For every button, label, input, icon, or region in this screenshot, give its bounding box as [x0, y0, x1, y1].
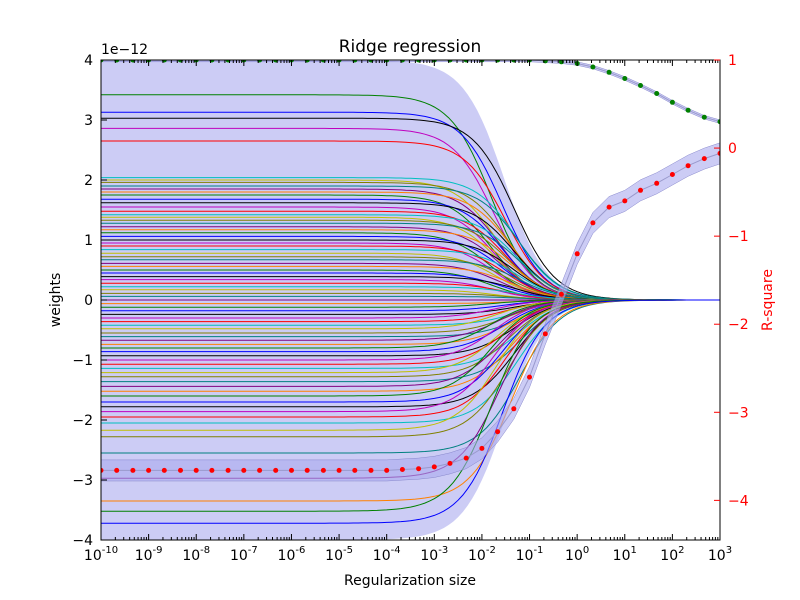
r-square-test-point [225, 467, 231, 473]
r-square-test-point [511, 406, 517, 412]
y-tick-label: 2 [84, 173, 93, 189]
weight-path [101, 299, 720, 524]
r-square-train-line [101, 60, 720, 123]
r-square-test-point [527, 374, 532, 380]
y-tick-label: −2 [72, 413, 93, 429]
r-square-test-point [257, 467, 263, 473]
r-square-train-point [638, 83, 643, 88]
y-tick-label: 0 [84, 293, 93, 309]
x-tick-label: 10-1 [516, 545, 544, 564]
x-tick-label: 10-8 [182, 545, 210, 564]
x-tick-label: 103 [708, 545, 732, 564]
y2-tick-label: 0 [728, 141, 737, 157]
r-square-train-point [685, 107, 691, 113]
r-square-test-point [701, 156, 707, 162]
r-square-train-point [669, 99, 675, 105]
x-tick-label: 10-6 [278, 545, 306, 564]
r-square-test-point [558, 291, 564, 297]
r-square-test-point [463, 455, 469, 461]
r-square-train-point [606, 69, 612, 75]
r-square-test-point [336, 467, 342, 473]
r-square-test-point [542, 331, 548, 337]
r-square-test-point [638, 187, 643, 193]
r-square-test-point [606, 204, 612, 210]
r-square-series [101, 60, 720, 482]
r-square-test-point [130, 467, 136, 473]
r-square-test-line [101, 152, 720, 471]
r-square-test-point [178, 467, 183, 473]
r-square-test-point [320, 467, 326, 473]
x-tick-label: 10-5 [325, 545, 353, 564]
r-square-test-point [273, 467, 279, 473]
r-square-test-point [495, 429, 501, 435]
r-square-test-point [416, 466, 422, 472]
r-square-test-point [447, 460, 453, 466]
x-tick-label: 10-4 [373, 545, 401, 564]
r-square-test-point [431, 464, 437, 470]
r-square-test-band [101, 142, 720, 482]
r-square-test-point [241, 467, 247, 473]
chart-title: Ridge regression [339, 37, 482, 57]
y2-tick-label: −4 [728, 493, 749, 509]
r-square-test-point [146, 467, 152, 473]
r-square-train-point [590, 64, 596, 70]
r-square-train-point [717, 119, 720, 125]
r-square-test-point [101, 467, 104, 473]
x-tick-label: 10-3 [420, 545, 448, 564]
y-axis-label: weights [48, 273, 64, 328]
x-tick-label: 101 [613, 545, 637, 564]
r-square-test-point [384, 467, 390, 473]
r-square-test-point [590, 220, 596, 226]
x-tick-label: 10-7 [230, 545, 258, 564]
r-square-test-point [289, 467, 294, 473]
r-square-test-point [654, 180, 660, 186]
y-tick-label: −4 [72, 533, 93, 549]
r-square-test-point [717, 150, 720, 156]
r-square-train-point [654, 91, 660, 96]
x-tick-label: 100 [565, 545, 589, 564]
r-square-test-point [622, 198, 628, 204]
y2-tick-label: −3 [728, 405, 749, 421]
x-tick-label: 10-2 [468, 545, 496, 564]
y-tick-label: −1 [72, 353, 93, 369]
y-tick-label: 3 [84, 113, 93, 129]
r-square-test-point [352, 467, 358, 473]
r-square-test-point [574, 251, 580, 257]
r-square-test-point [368, 467, 374, 473]
y-tick-label: −3 [72, 473, 93, 489]
y-offset-label: 1e−12 [101, 42, 148, 58]
y-tick-label: 4 [84, 53, 93, 69]
r-square-test-point [399, 467, 405, 472]
r-square-test-point [685, 163, 691, 169]
x-tick-label: 102 [660, 545, 684, 564]
y2-tick-label: −2 [728, 317, 749, 333]
r-square-test-point [669, 172, 675, 177]
r-square-test-point [114, 467, 120, 473]
y2-tick-label: 1 [728, 53, 737, 69]
r-square-train-band [101, 60, 720, 124]
r-square-train-point [622, 76, 628, 81]
r-square-test-point [161, 467, 167, 473]
y2-tick-label: −1 [728, 229, 749, 245]
x-tick-label: 10-9 [135, 545, 163, 564]
y-tick-label: 1 [84, 233, 93, 249]
r-square-test-point [479, 445, 485, 451]
r-square-test-point [209, 467, 215, 473]
r-square-train-point [701, 114, 707, 120]
r-square-test-point [304, 467, 310, 473]
r-square-train-point [101, 60, 104, 63]
y2-axis-label: R-square [760, 269, 776, 331]
weight-paths [101, 94, 720, 524]
x-axis-label: Regularization size [344, 573, 476, 589]
r-square-test-point [193, 467, 199, 473]
